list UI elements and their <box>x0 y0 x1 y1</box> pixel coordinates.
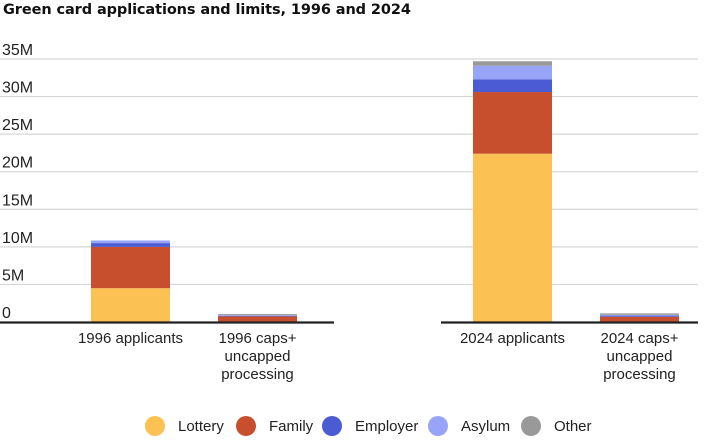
bar-segment-other <box>218 314 297 316</box>
bar-segment-asylum <box>218 315 297 317</box>
legend-swatch-icon <box>145 416 165 436</box>
bar-segment-employer <box>473 79 552 93</box>
legend-item-family: Family <box>236 413 313 439</box>
bar-segment-family <box>91 246 170 289</box>
category-label: 1996 caps+ <box>219 330 297 347</box>
legend-label: Asylum <box>461 417 511 435</box>
legend-item-employer: Employer <box>322 413 418 439</box>
legend-swatch-icon <box>236 416 256 436</box>
legend-label: Other <box>554 417 592 435</box>
category-label: processing <box>221 366 294 383</box>
bar-segment-family <box>600 316 679 322</box>
bar-segment-asylum <box>473 65 552 80</box>
category-labels: 1996 applicants 1996 caps+uncappedprocess… <box>78 330 679 383</box>
y-tick-label: 5M <box>2 267 24 284</box>
y-tick-label: 25M <box>2 117 33 134</box>
bar-segment-employer <box>600 315 679 317</box>
bars <box>91 61 679 322</box>
legend-swatch-icon <box>322 416 342 436</box>
y-tick-label: 0 <box>2 305 11 322</box>
category-label: processing <box>603 366 676 383</box>
legend: Lottery Family Employer Asylum Other <box>0 413 708 439</box>
y-tick-label: 15M <box>2 192 33 209</box>
y-tick-label: 10M <box>2 230 33 247</box>
category-label: uncapped <box>607 348 673 365</box>
y-axis-labels: 0 5M 10M 15M 20M 25M 30M 35M <box>2 42 33 322</box>
category-label: 2024 applicants <box>460 330 565 347</box>
bar-segment-asylum <box>600 314 679 316</box>
legend-swatch-icon <box>428 416 448 436</box>
legend-item-asylum: Asylum <box>428 413 510 439</box>
y-tick-label: 30M <box>2 80 33 97</box>
gridlines <box>0 58 698 286</box>
bar-segment-family <box>218 316 297 322</box>
bar-segment-lottery <box>91 288 170 322</box>
legend-item-other: Other <box>521 413 592 439</box>
legend-item-lottery: Lottery <box>145 413 224 439</box>
stacked-bar-chart: 0 5M 10M 15M 20M 25M 30M 35M 1996 applicants 199… <box>0 42 698 383</box>
category-label: 1996 applicants <box>78 330 183 347</box>
chart-title: Green card applications and limits, 1996… <box>3 2 411 18</box>
bar-segment-family <box>473 92 552 154</box>
bar-segment-asylum <box>91 240 170 244</box>
bar-segment-other <box>600 313 679 315</box>
y-tick-label: 20M <box>2 155 33 172</box>
bar-segment-employer <box>91 243 170 247</box>
bar-segment-lottery <box>473 153 552 322</box>
legend-label: Employer <box>355 417 419 435</box>
y-tick-label: 35M <box>2 42 33 59</box>
legend-label: Family <box>269 417 314 435</box>
legend-swatch-icon <box>521 416 541 436</box>
category-label: 2024 caps+ <box>601 330 679 347</box>
bar-segment-other <box>473 61 552 66</box>
legend-label: Lottery <box>178 417 224 435</box>
category-label: uncapped <box>225 348 291 365</box>
